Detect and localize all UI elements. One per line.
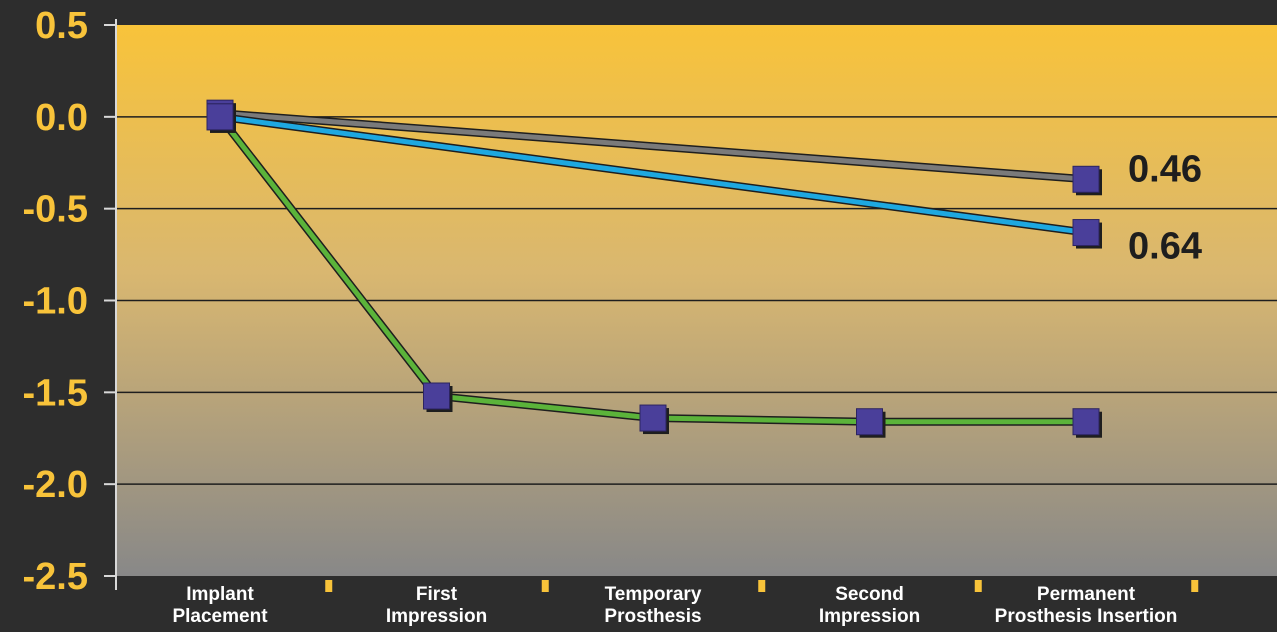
y-tick-label: 0.5	[35, 5, 88, 47]
y-axis: 0.5 0.0 -0.5 -1.0 -1.5 -2.0 -2.5	[23, 5, 117, 598]
x-tick-marker	[1191, 580, 1199, 592]
x-tick-marker	[974, 580, 982, 592]
x-tick-label: Implant Placement	[172, 584, 268, 627]
data-label: 0.46	[1128, 148, 1202, 190]
x-axis: Implant Placement First Impression Temporary…	[172, 580, 1199, 627]
y-tick-label: -0.5	[23, 189, 88, 231]
series-line	[219, 114, 1087, 236]
y-tick-label: -2.0	[23, 464, 88, 506]
y-tick-label: -1.0	[23, 281, 88, 323]
data-point-marker	[856, 408, 883, 436]
data-label: 0.64	[1128, 225, 1202, 267]
x-tick-marker	[541, 580, 549, 592]
data-point-marker	[1072, 408, 1100, 436]
x-tick-marker	[758, 580, 766, 592]
data-point-marker	[639, 404, 667, 432]
x-tick-label: Second Impression	[819, 584, 920, 627]
data-labels: 0.46 0.64	[1128, 148, 1202, 267]
data-point-marker	[206, 103, 234, 131]
y-tick-label: 0.0	[35, 97, 88, 139]
series-line	[219, 110, 1087, 182]
data-point-marker	[1072, 219, 1100, 247]
x-tick-label: Permanent Prosthesis Insertion	[995, 584, 1178, 627]
data-point-marker	[423, 382, 450, 410]
y-tick-label: -2.5	[23, 556, 88, 598]
x-tick-label: Temporary Prosthesis	[604, 584, 701, 627]
y-tick-label: -1.5	[23, 372, 88, 414]
data-point-marker	[1072, 165, 1100, 193]
x-tick-label: First Impression	[386, 584, 487, 627]
x-tick-marker	[325, 580, 333, 592]
series-markers	[206, 99, 1102, 438]
